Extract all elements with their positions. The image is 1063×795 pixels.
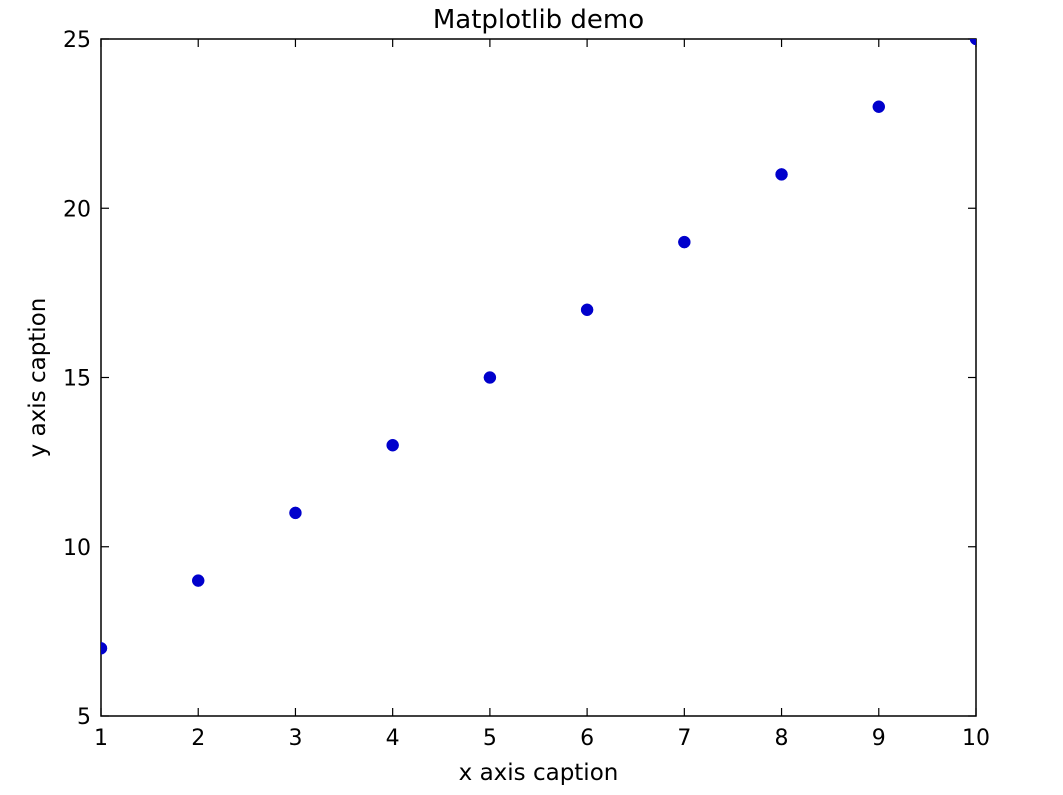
x-tick-label: 7	[677, 726, 691, 751]
x-tick-label: 2	[191, 726, 205, 751]
x-tick-label: 6	[580, 726, 594, 751]
y-tick-label: 10	[63, 536, 91, 561]
data-point	[678, 235, 691, 249]
data-point	[191, 574, 205, 587]
data-point	[872, 100, 886, 113]
data-point	[580, 303, 594, 317]
x-tick-label: 4	[386, 726, 400, 751]
y-tick-label: 25	[63, 28, 91, 53]
y-tick-label: 5	[77, 705, 91, 730]
x-tick-label: 8	[775, 726, 789, 751]
data-point	[483, 371, 497, 384]
axis-ticks: 1 2 3 4 5 6 7 8 9 10 5 10 15 20 25	[63, 28, 990, 751]
chart-title: Matplotlib demo	[433, 5, 644, 35]
x-axis-title: x axis caption	[459, 760, 619, 786]
x-tick-label: 9	[872, 726, 886, 751]
data-point	[289, 506, 302, 520]
y-tick-label: 15	[63, 367, 91, 392]
plot-area-frame	[100, 38, 977, 717]
data-point	[775, 168, 788, 181]
data-point	[101, 642, 108, 655]
x-tick-label: 5	[483, 726, 497, 751]
x-tick-label: 1	[94, 726, 108, 751]
data-points	[101, 39, 976, 655]
y-tick-label: 20	[63, 197, 91, 222]
x-tick-label: 3	[288, 726, 302, 751]
y-axis-title: y axis caption	[25, 298, 51, 458]
data-point	[386, 438, 399, 452]
data-point	[969, 39, 976, 46]
x-tick-label: 10	[962, 726, 990, 751]
